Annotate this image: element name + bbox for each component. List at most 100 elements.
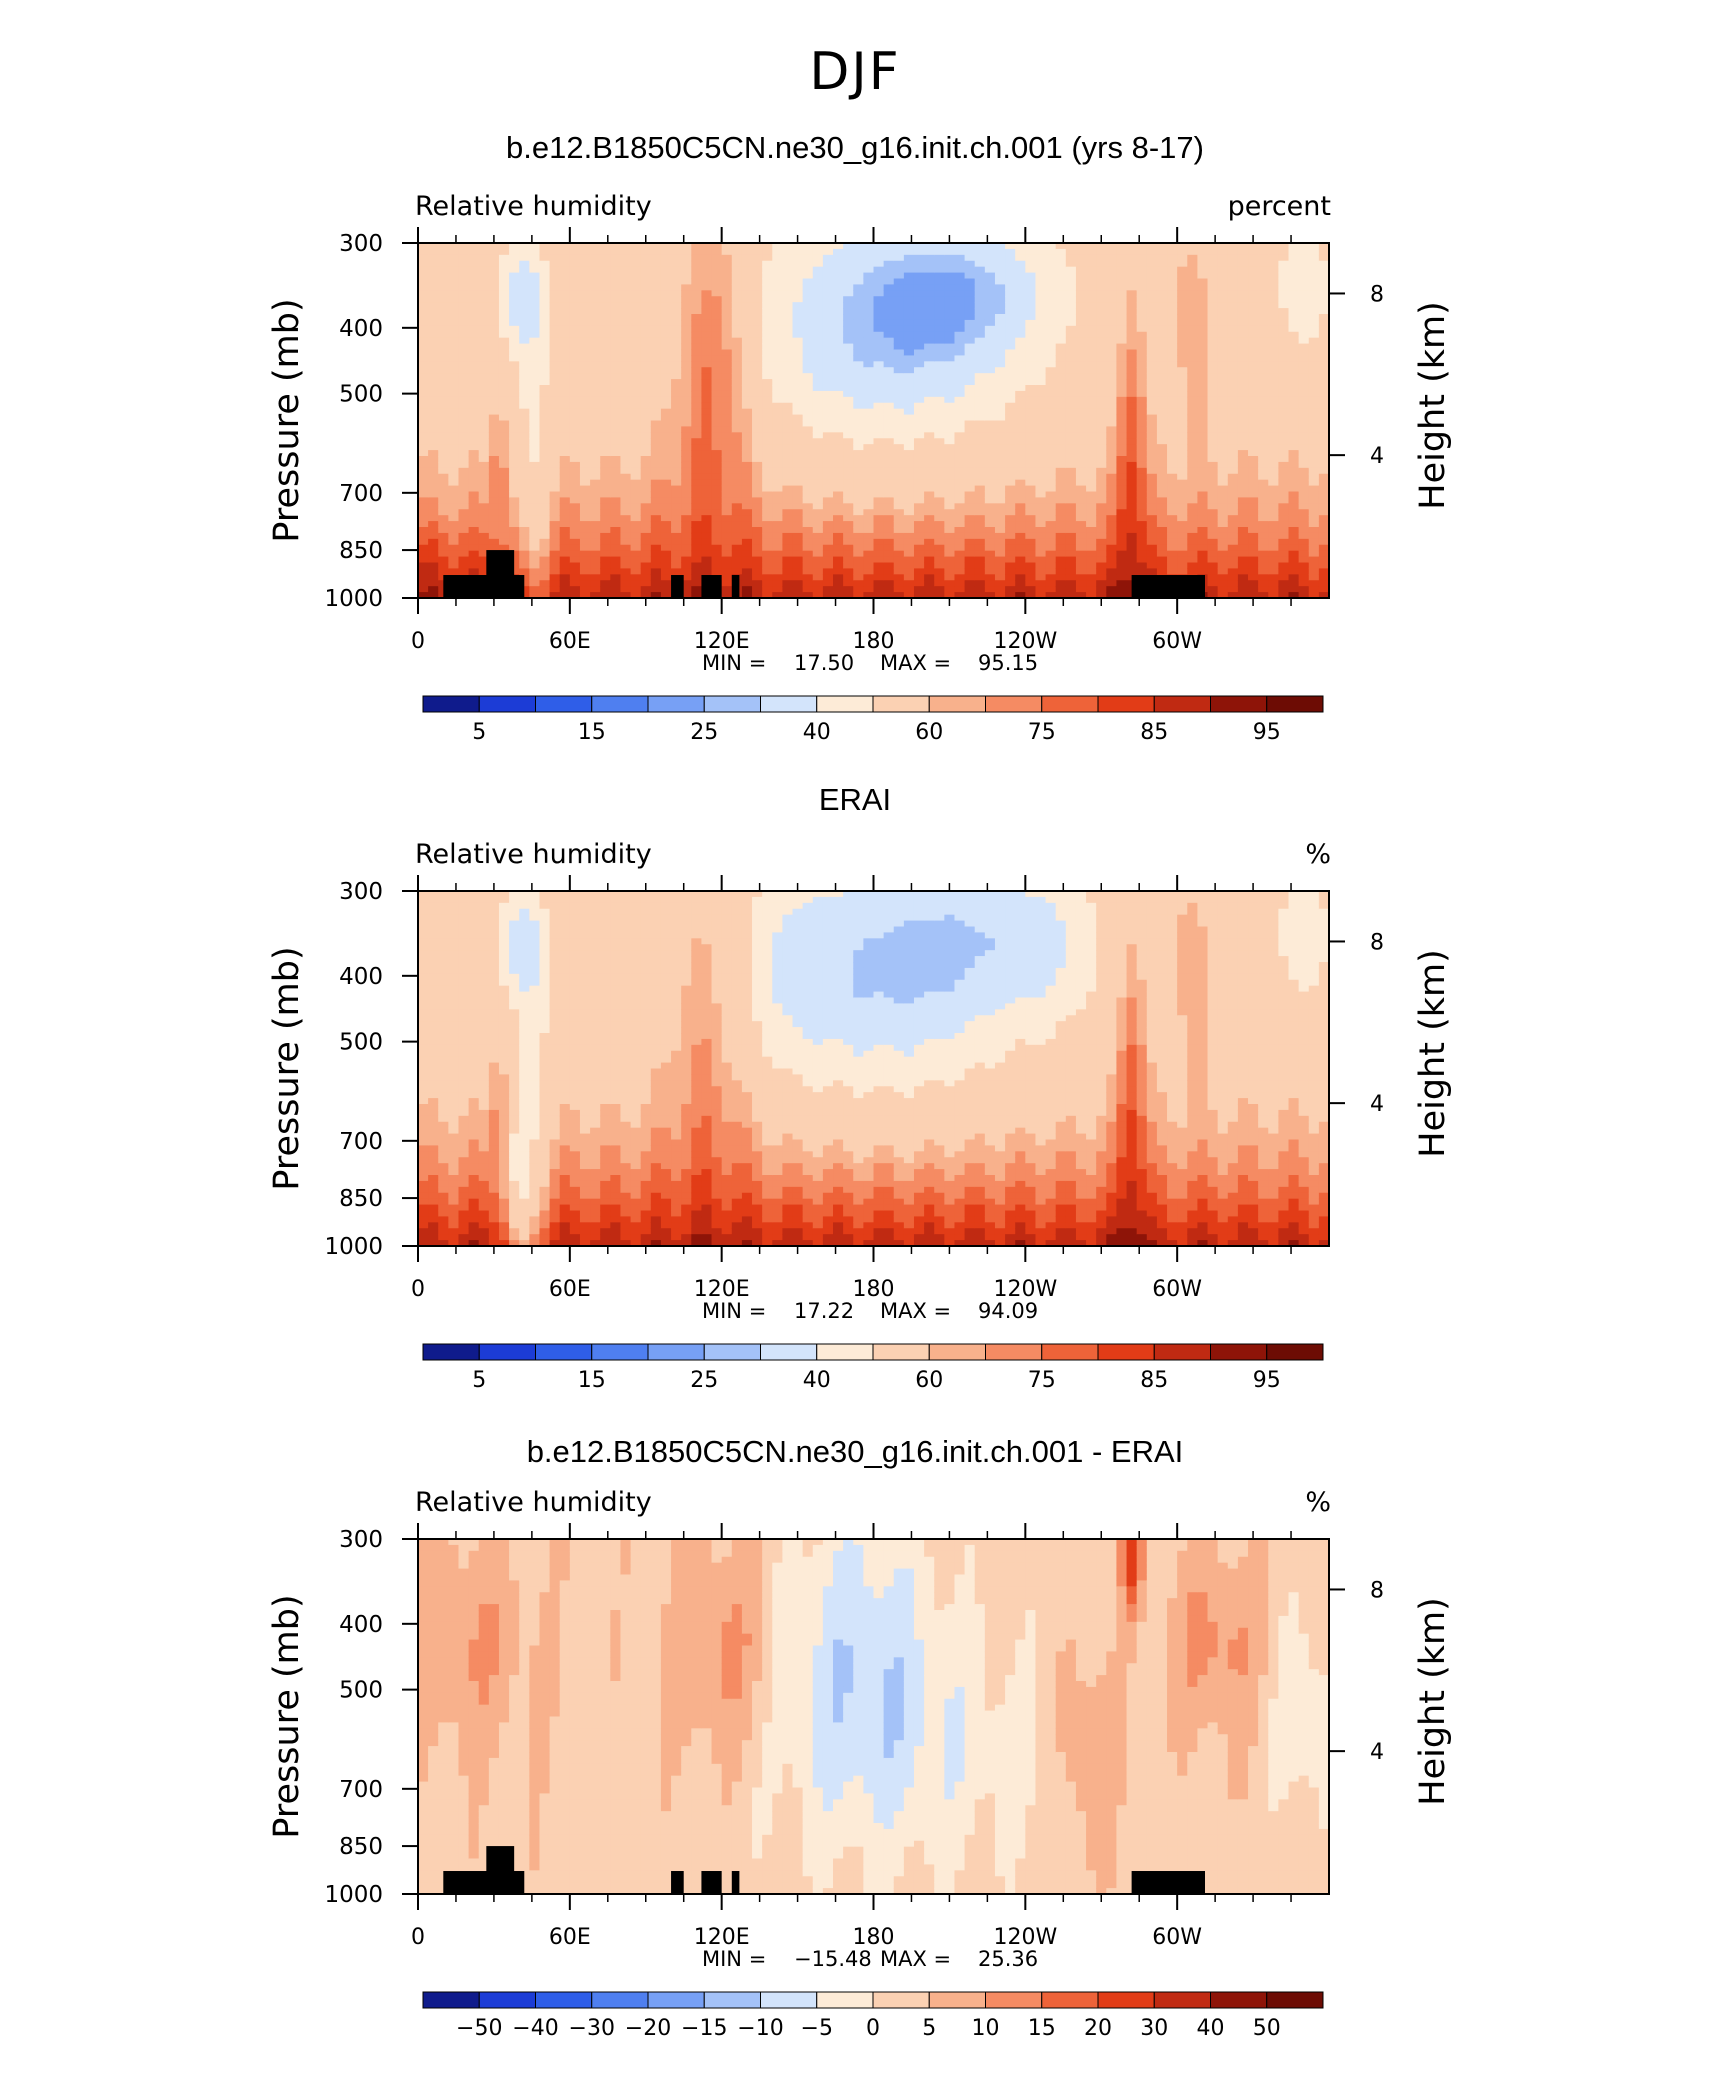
heatmap-cell	[792, 349, 804, 357]
heatmap-cell	[1136, 373, 1148, 380]
heatmap-cell	[1156, 473, 1168, 481]
heatmap-cell	[1126, 337, 1138, 345]
heatmap-cell	[498, 325, 510, 333]
heatmap-cell	[822, 515, 834, 522]
heatmap-cell	[438, 385, 449, 392]
heatmap-cell	[964, 586, 976, 593]
heatmap-cell	[1237, 461, 1249, 469]
heatmap-cell	[428, 461, 439, 469]
heatmap-cell	[873, 479, 885, 487]
heatmap-cell	[529, 485, 541, 493]
heatmap-cell	[873, 438, 885, 445]
heatmap-cell	[539, 343, 551, 351]
heatmap-cell	[954, 491, 966, 499]
heatmap-cell	[691, 272, 703, 280]
heatmap-cell	[559, 450, 571, 457]
heatmap-cell	[974, 414, 986, 422]
heatmap-cell	[1126, 580, 1138, 587]
heatmap-cell	[762, 337, 773, 345]
heatmap-cell	[681, 337, 692, 345]
heatmap-cell	[1075, 284, 1087, 291]
heatmap-cell	[438, 450, 449, 457]
heatmap-cell	[1207, 314, 1219, 321]
heatmap-cell	[620, 568, 632, 575]
heatmap-cell	[812, 248, 824, 256]
heatmap-cell	[478, 266, 490, 274]
heatmap-cell	[903, 314, 915, 321]
heatmap-cell	[691, 444, 703, 451]
heatmap-cell	[519, 396, 530, 404]
heatmap-cell	[1065, 497, 1077, 504]
heatmap-cell	[428, 243, 439, 250]
heatmap-cell	[954, 331, 966, 339]
heatmap-cell	[964, 592, 976, 599]
heatmap-cell	[630, 580, 642, 587]
heatmap-cell	[671, 509, 682, 516]
heatmap-cell	[549, 420, 561, 428]
heatmap-cell	[1116, 337, 1128, 345]
heatmap-cell	[1126, 284, 1138, 291]
heatmap-cell	[1197, 592, 1209, 599]
heatmap-cell	[1096, 367, 1107, 374]
heatmap-cell	[660, 367, 672, 374]
heatmap-cell	[600, 278, 611, 286]
heatmap-cell	[1187, 538, 1199, 546]
heatmap-cell	[569, 414, 581, 422]
heatmap-cell	[1237, 414, 1249, 422]
heatmap-cell	[1248, 509, 1259, 516]
heatmap-cell	[660, 509, 672, 516]
heatmap-cell	[448, 373, 460, 380]
heatmap-cell	[802, 390, 814, 398]
heatmap-cell	[1156, 556, 1168, 564]
heatmap-cell	[1126, 402, 1138, 410]
heatmap-cell	[1217, 515, 1229, 522]
heatmap-cell	[762, 420, 773, 428]
heatmap-cell	[741, 260, 753, 268]
heatmap-cell	[549, 438, 561, 445]
heatmap-cell	[984, 562, 996, 570]
heatmap-cell	[954, 574, 966, 581]
heatmap-cell	[1248, 302, 1259, 309]
heatmap-cell	[863, 243, 875, 250]
heatmap-cell	[1025, 290, 1037, 297]
heatmap-cell	[1086, 296, 1097, 303]
heatmap-cell	[762, 367, 773, 374]
heatmap-cell	[903, 284, 915, 291]
heatmap-cell	[448, 325, 460, 333]
heatmap-cell	[954, 538, 966, 546]
heatmap-cell	[731, 349, 743, 357]
heatmap-cell	[934, 580, 945, 587]
heatmap-cell	[1197, 319, 1209, 327]
heatmap-cell	[721, 379, 733, 386]
heatmap-cell	[924, 349, 935, 357]
heatmap-cell	[1086, 408, 1097, 416]
heatmap-cell	[509, 515, 520, 522]
heatmap-cell	[913, 461, 925, 469]
heatmap-cell	[853, 308, 864, 315]
heatmap-cell	[812, 456, 824, 463]
heatmap-cell	[691, 521, 703, 528]
heatmap-cell	[802, 314, 814, 321]
heatmap-cell	[1075, 432, 1087, 439]
heatmap-cell	[772, 456, 783, 463]
heatmap-cell	[762, 343, 773, 351]
heatmap-cell	[438, 243, 449, 250]
heatmap-cell	[741, 438, 753, 445]
heatmap-cell	[711, 562, 723, 570]
heatmap-cell	[731, 509, 743, 516]
heatmap-cell	[468, 302, 480, 309]
heatmap-cell	[1005, 314, 1016, 321]
heatmap-cell	[752, 544, 763, 552]
heatmap-cell	[1207, 361, 1219, 368]
heatmap-cell	[741, 515, 753, 522]
heatmap-cell	[498, 562, 510, 570]
heatmap-cell	[762, 509, 773, 516]
heatmap-cell	[944, 550, 956, 558]
heatmap-cell	[458, 272, 470, 280]
heatmap-cell	[691, 325, 703, 333]
heatmap-cell	[1207, 331, 1219, 339]
heatmap-cell	[458, 296, 470, 303]
heatmap-cell	[1227, 254, 1239, 262]
heatmap-cell	[610, 479, 622, 487]
heatmap-cell	[539, 308, 551, 315]
